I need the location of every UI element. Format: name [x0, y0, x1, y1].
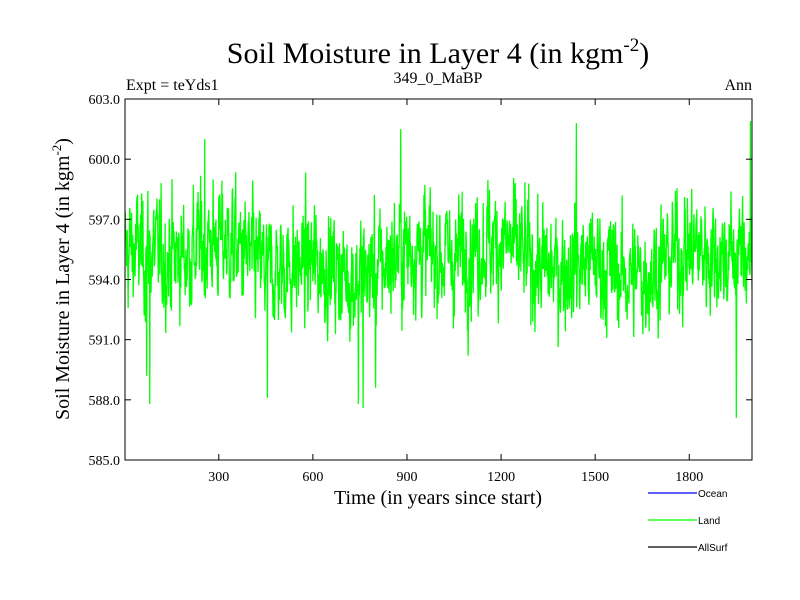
- legend-label-allsurf: AllSurf: [698, 543, 728, 554]
- experiment-label: Expt = teYds1: [126, 77, 219, 94]
- x-tick-label: 1200: [487, 470, 515, 485]
- plot-area: [125, 121, 752, 418]
- legend-label-ocean: Ocean: [698, 489, 727, 500]
- y-tick-label: 588.0: [89, 394, 121, 409]
- x-tick-label: 1500: [581, 470, 609, 485]
- y-tick-label: 594.0: [89, 274, 121, 289]
- x-tick-label: 900: [396, 470, 417, 485]
- x-tick-label: 600: [302, 470, 323, 485]
- legend-label-land: Land: [698, 516, 720, 527]
- y-tick-label: 600.0: [89, 153, 121, 168]
- season-label: Ann: [724, 77, 752, 94]
- x-ticks: 300 600 900 1200 1500 1800: [208, 99, 703, 485]
- y-tick-label: 597.0: [89, 213, 121, 228]
- y-tick-label: 603.0: [89, 93, 121, 108]
- x-tick-label: 300: [208, 470, 229, 485]
- y-tick-label: 591.0: [89, 334, 121, 349]
- y-axis-label: Soil Moisture in Layer 4 (in kgm-2): [49, 138, 74, 420]
- x-tick-label: 1800: [675, 470, 703, 485]
- legend: Ocean Land AllSurf: [648, 489, 728, 554]
- period-label: 349_0_MaBP: [394, 70, 483, 87]
- land-series-line: [125, 121, 752, 418]
- plot-frame: [124, 98, 753, 461]
- y-tick-label: 585.0: [89, 454, 121, 469]
- chart-title: Soil Moisture in Layer 4 (in kgm-2): [227, 35, 649, 70]
- x-axis-label: Time (in years since start): [334, 487, 542, 509]
